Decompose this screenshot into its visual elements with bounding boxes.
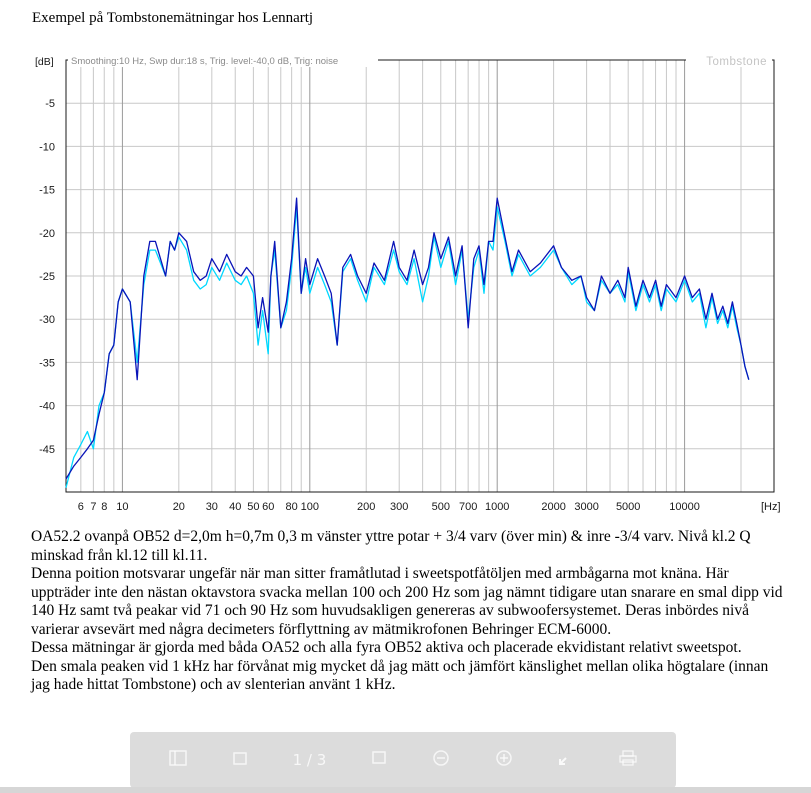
- x-axis-unit-label: [Hz]: [761, 501, 781, 513]
- y-tick-label: -40: [39, 401, 55, 413]
- bottom-scroll-edge: [0, 787, 811, 793]
- fullscreen-icon[interactable]: [558, 750, 574, 770]
- x-tick-label: 20: [173, 501, 185, 513]
- grid-layer: [66, 60, 774, 492]
- x-tick-label: 50: [247, 501, 259, 513]
- plot-frame: [65, 59, 775, 493]
- x-tick-label: 40: [229, 501, 241, 513]
- y-tick-labels: -5 -10 -15 -20 -25 -30 -35 -40 -45: [39, 98, 55, 456]
- x-tick-label: 700: [459, 501, 477, 513]
- chart-svg: Smoothing:10 Hz, Swp dur:18 s, Trig. lev…: [35, 54, 781, 513]
- x-tick-label: 3000: [574, 501, 598, 513]
- x-tick-label: 8: [101, 501, 107, 513]
- x-tick-labels: 6 7 8 10 20 30 40 50 60 80 100 200 300 500 700 1000 2000…: [78, 501, 700, 513]
- y-tick-label: -30: [39, 314, 55, 326]
- watermark-logo: Tombstone: [706, 56, 767, 68]
- x-tick-label: 100: [301, 501, 319, 513]
- pdf-viewer-toolbar: 1 / 3: [130, 732, 676, 788]
- x-tick-label: 5000: [616, 501, 640, 513]
- y-tick-label: -10: [39, 141, 55, 153]
- caption-paragraph: Den smala peaken vid 1 kHz har förvånat …: [31, 657, 769, 694]
- x-tick-label: 10000: [669, 501, 700, 513]
- x-tick-label: 10: [116, 501, 128, 513]
- y-tick-label: -45: [39, 444, 55, 456]
- caption-paragraph: Denna poition motsvarar ungefär när man …: [31, 565, 783, 638]
- page-down-icon[interactable]: [371, 750, 387, 770]
- caption-paragraph: OA52.2 ovanpå OB52 d=2,0m h=0,7m 0,3 m v…: [31, 528, 751, 564]
- x-tick-label: 1000: [485, 501, 509, 513]
- x-tick-label: 2000: [541, 501, 565, 513]
- series-layer: [65, 197, 750, 488]
- print-icon[interactable]: [619, 750, 638, 770]
- page-indicator: 1 / 3: [292, 751, 327, 769]
- caption-paragraph: Dessa mätningar är gjorda med båda OA52 …: [31, 639, 742, 656]
- x-tick-label: 7: [90, 501, 96, 513]
- x-tick-label: 300: [390, 501, 408, 513]
- y-tick-label: -25: [39, 271, 55, 283]
- y-axis-unit-label: [dB]: [35, 56, 54, 68]
- series-line: [65, 197, 750, 480]
- header-backdrop: [68, 54, 378, 67]
- sidebar-icon[interactable]: [168, 750, 187, 770]
- x-tick-label: 60: [262, 501, 274, 513]
- chart-header: Smoothing:10 Hz, Swp dur:18 s, Trig. lev…: [71, 56, 338, 67]
- zoom-out-icon[interactable]: [432, 749, 450, 771]
- y-tick-label: -20: [39, 228, 55, 240]
- x-tick-label: 500: [432, 501, 450, 513]
- x-tick-label: 30: [206, 501, 218, 513]
- x-tick-label: 6: [78, 501, 84, 513]
- y-tick-label: -15: [39, 185, 55, 197]
- y-tick-label: -5: [45, 98, 55, 110]
- page-title: Exempel på Tombstonemätningar hos Lennar…: [32, 10, 314, 26]
- page-up-icon[interactable]: [232, 750, 248, 770]
- series-line: [65, 206, 750, 488]
- frequency-response-chart: Smoothing:10 Hz, Swp dur:18 s, Trig. lev…: [35, 54, 781, 513]
- zoom-in-icon[interactable]: [495, 749, 513, 771]
- x-tick-label: 80: [286, 501, 298, 513]
- caption: OA52.2 ovanpå OB52 d=2,0m h=0,7m 0,3 m v…: [31, 528, 791, 695]
- x-tick-label: 200: [357, 501, 375, 513]
- y-tick-label: -35: [39, 357, 55, 369]
- watermark-backdrop: [686, 54, 772, 67]
